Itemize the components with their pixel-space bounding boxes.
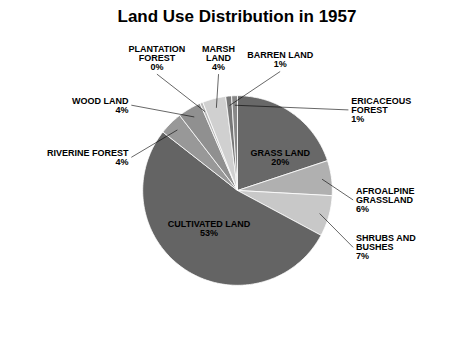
svg-text:PLANTATIONFOREST0%: PLANTATIONFOREST0% [129, 44, 186, 72]
svg-text:GRASS LAND20%: GRASS LAND20% [250, 148, 310, 167]
svg-text:CULTIVATED LAND53%: CULTIVATED LAND53% [168, 219, 251, 238]
svg-text:RIVERINE FOREST4%: RIVERINE FOREST4% [47, 148, 129, 167]
svg-text:BARREN LAND1%: BARREN LAND1% [247, 50, 313, 69]
svg-text:SHRUBS ANDBUSHES7%: SHRUBS ANDBUSHES7% [356, 233, 416, 261]
svg-text:MARSHLAND4%: MARSHLAND4% [202, 44, 235, 72]
html-text:Land Use Distribution in 1957: Land Use Distribution in 1957 [117, 7, 357, 26]
svg-text:AFROALPINEGRASSLAND6%: AFROALPINEGRASSLAND6% [356, 186, 415, 214]
svg-text:ERICACEOUSFOREST1%: ERICACEOUSFOREST1% [351, 96, 411, 124]
svg-text:WOOD LAND4%: WOOD LAND4% [72, 96, 129, 115]
